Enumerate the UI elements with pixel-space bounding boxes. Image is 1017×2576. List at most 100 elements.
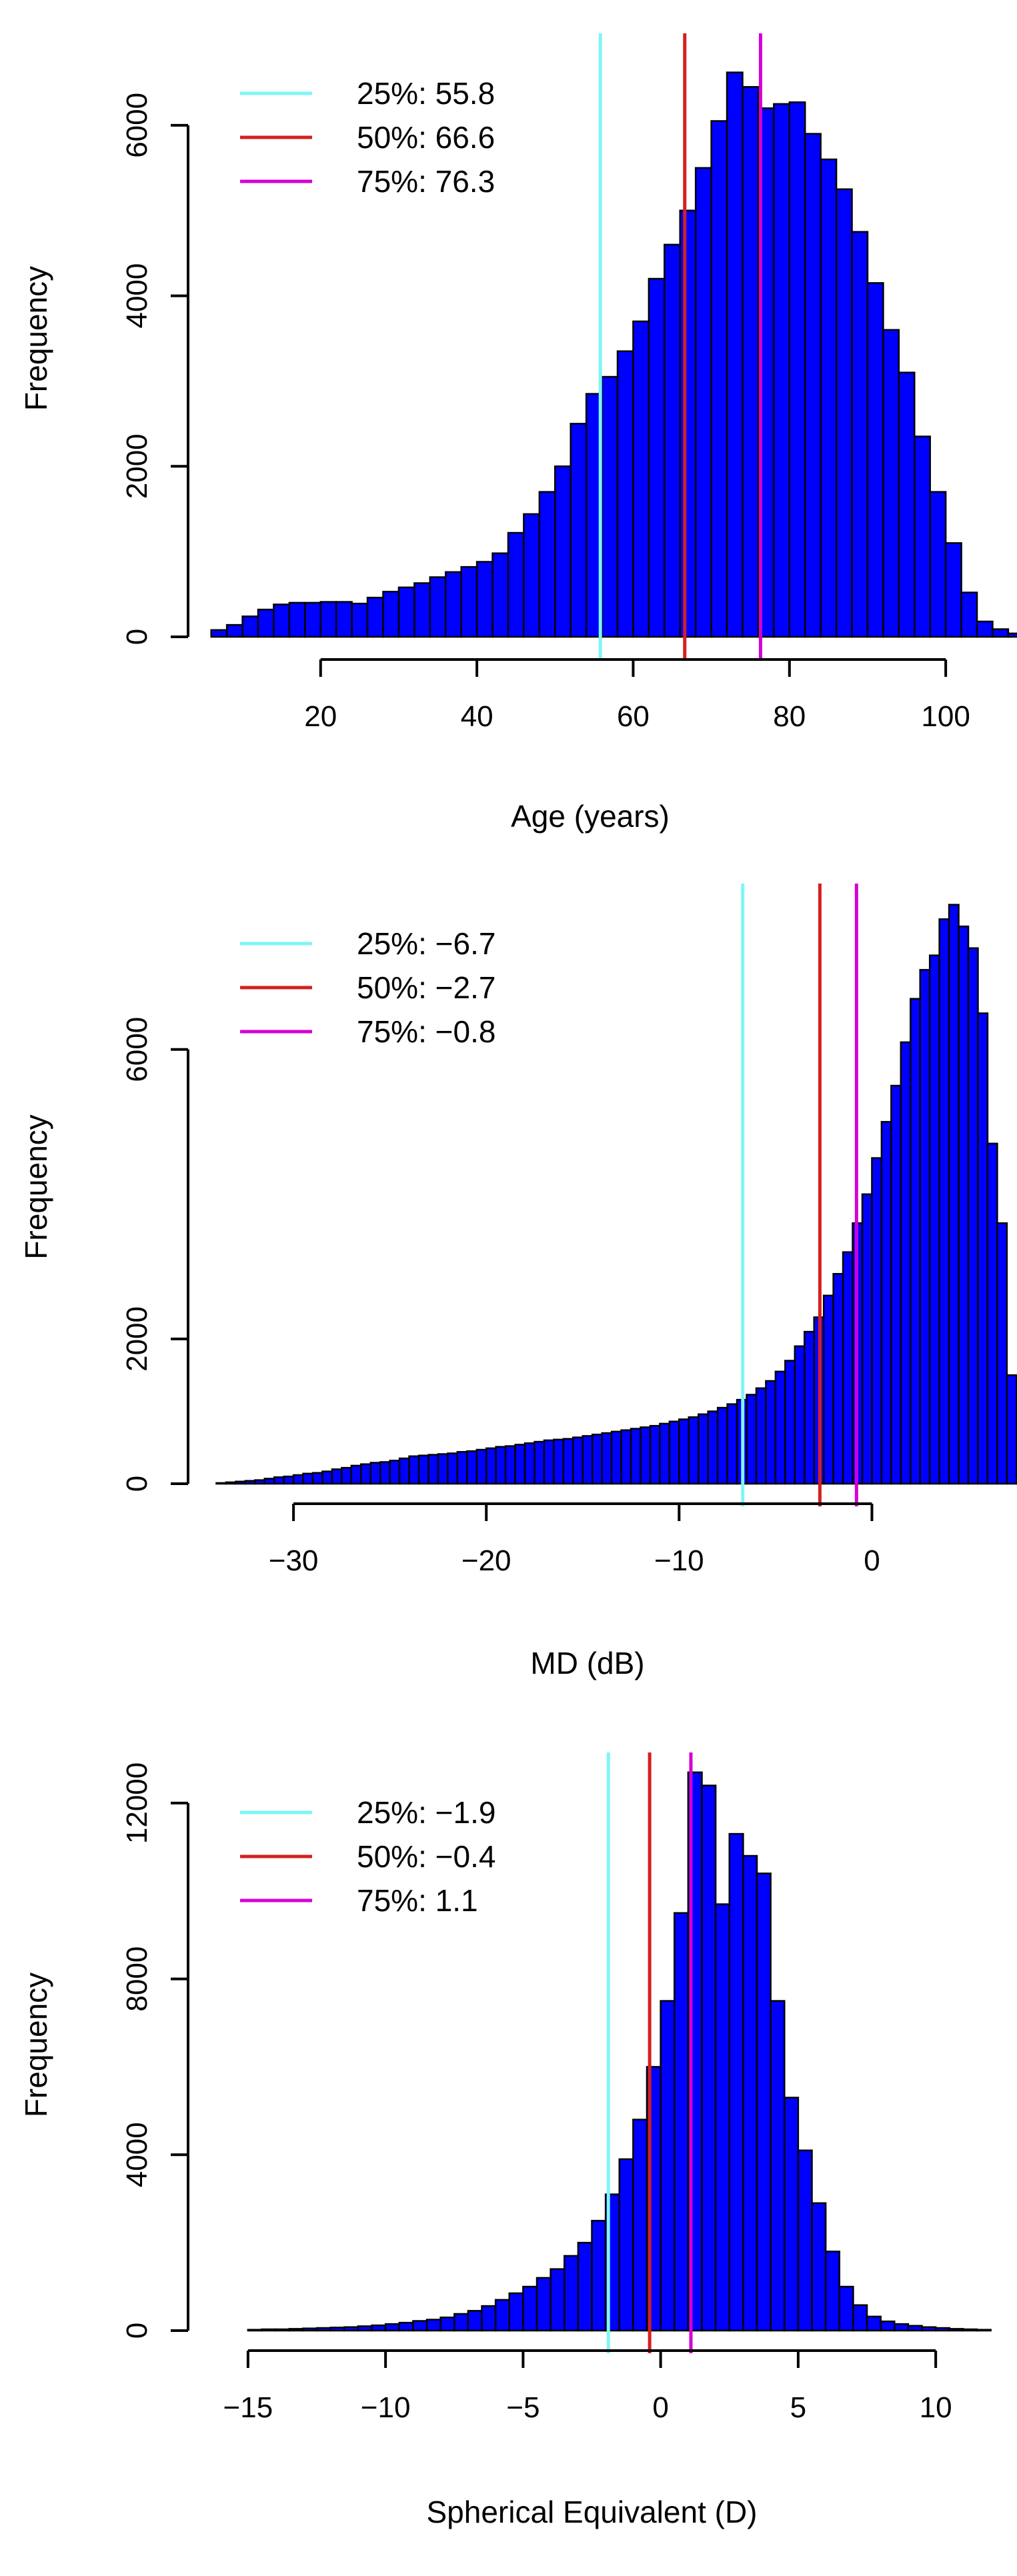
histogram-bar <box>444 571 462 638</box>
histogram-bar <box>648 277 666 638</box>
histogram-bar <box>880 2320 896 2332</box>
y-tick-label: 4000 <box>121 2122 153 2187</box>
histogram-bar <box>582 1435 594 1485</box>
x-tick-label: 60 <box>617 700 650 733</box>
x-tick-label: 10 <box>920 2391 952 2424</box>
histogram-bar <box>774 1370 786 1485</box>
histogram-bar <box>369 1462 381 1485</box>
histogram-bar <box>554 465 572 638</box>
histogram-bar <box>898 371 916 638</box>
histogram-bar <box>784 2097 800 2332</box>
y-axis-title: Frequency <box>19 266 53 411</box>
histogram-bar <box>384 2323 401 2332</box>
histogram-bar <box>842 1251 854 1485</box>
histogram-bar <box>894 2323 910 2332</box>
histogram-bar <box>765 1380 777 1485</box>
histogram-bar <box>861 1193 873 1485</box>
legend-item-25: 25%: −1.9 <box>240 1795 495 1830</box>
md-histogram-panel: −30 −20 −10 0 MD (dB) 0 2000 6000 Frequency 25%: … <box>19 884 1017 1680</box>
histogram-bar <box>804 133 822 638</box>
histogram-bar <box>429 576 447 638</box>
histogram-bar <box>335 601 353 638</box>
histogram-bar <box>907 2325 923 2332</box>
histogram-bar <box>938 918 950 1485</box>
legend-label: 50%: −2.7 <box>357 970 495 1005</box>
histogram-bar <box>397 586 415 638</box>
histogram-bar <box>694 167 712 638</box>
histogram-bar <box>447 1452 459 1485</box>
histogram-bar <box>934 2327 951 2332</box>
spherical-equivalent-histogram-panel: −15 −10 −5 0 5 10 Spherical Equivalent (D) 0 400… <box>19 1752 992 2529</box>
quantile-lines <box>741 884 858 1506</box>
histogram-bar <box>962 2328 978 2332</box>
legend-item-50: 50%: 66.6 <box>240 120 495 155</box>
histogram-bar <box>254 1479 265 1485</box>
y-tick-label: 0 <box>121 1476 153 1492</box>
histogram-bar <box>822 1294 834 1485</box>
histogram-bar <box>417 1454 429 1485</box>
histogram-bar <box>640 1426 652 1485</box>
histogram-bar <box>538 491 556 638</box>
histogram-bar <box>944 542 962 638</box>
histogram-bar <box>274 2328 291 2332</box>
x-tick-label: −5 <box>506 2391 540 2424</box>
histogram-bar <box>562 1438 574 1485</box>
x-tick-label: −20 <box>461 1544 512 1577</box>
histogram-bar <box>824 2251 841 2332</box>
y-axis-title: Frequency <box>19 1973 53 2117</box>
histogram-bar <box>235 1480 247 1485</box>
histogram-bars <box>210 71 1017 638</box>
histogram-bar <box>630 1428 642 1485</box>
histogram-bar <box>366 596 384 638</box>
histogram-bar <box>321 1470 333 1485</box>
histogram-bar <box>716 1406 728 1485</box>
x-tick-label: 20 <box>304 700 337 733</box>
legend-label: 75%: −0.8 <box>357 1014 495 1049</box>
histogram-bar <box>524 1442 536 1485</box>
legend-item-75: 75%: 1.1 <box>240 1883 478 1918</box>
legend-label: 25%: −1.9 <box>357 1795 495 1830</box>
histogram-bar <box>481 2305 497 2332</box>
legend-label: 75%: 1.1 <box>357 1883 478 1918</box>
histogram-bar <box>948 904 960 1485</box>
y-tick-label: 2000 <box>121 433 153 499</box>
histogram-bar <box>679 209 697 638</box>
histogram-bar <box>225 1481 237 1485</box>
histogram-bar <box>773 103 791 638</box>
x-tick-label: −10 <box>654 1544 704 1577</box>
histogram-bar <box>491 552 510 638</box>
legend: 25%: 55.8 50%: 66.6 75%: 76.3 <box>240 76 495 199</box>
histogram-bar <box>225 623 243 638</box>
y-tick-label: 8000 <box>121 1947 153 2012</box>
histogram-bar <box>921 2326 937 2332</box>
histogram-bar <box>591 2219 607 2332</box>
histogram-bar <box>900 1041 912 1485</box>
histogram-bar <box>357 2325 373 2332</box>
histogram-bar <box>664 243 681 638</box>
histogram-bar <box>960 591 978 638</box>
histogram-bar <box>714 1903 731 2332</box>
y-tick-label: 2000 <box>121 1306 153 1372</box>
histogram-bar <box>379 1461 391 1485</box>
histogram-bar <box>649 1424 661 1485</box>
histogram-bar <box>460 565 478 638</box>
histogram-bar <box>1006 1374 1017 1485</box>
histogram-bar <box>273 1476 285 1485</box>
histogram-bar <box>504 1445 516 1485</box>
histogram-bar <box>948 2328 964 2332</box>
histogram-bar <box>523 513 541 638</box>
x-axis-title: Age (years) <box>511 799 670 834</box>
histogram-bar <box>315 2327 331 2332</box>
histogram-bar <box>797 2149 813 2332</box>
histogram-bar <box>976 620 994 638</box>
y-axis-title: Frequency <box>19 1114 53 1259</box>
histogram-bar <box>804 1330 815 1485</box>
histogram-bar <box>788 101 806 638</box>
histogram-bars <box>215 904 1017 1485</box>
histogram-bar <box>794 1345 806 1485</box>
histogram-bar <box>577 2241 593 2332</box>
histogram-bar <box>467 2310 483 2332</box>
histogram-bar <box>439 2316 455 2332</box>
histogram-bar <box>784 1360 796 1485</box>
